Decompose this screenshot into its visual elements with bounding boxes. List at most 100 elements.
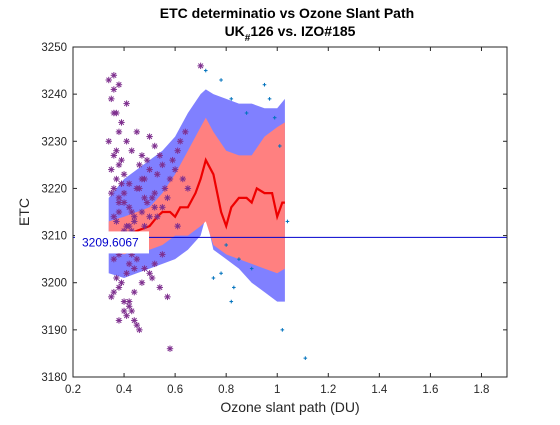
scatter-point-star (113, 175, 120, 183)
x-tick-label: 1 (274, 384, 280, 396)
scatter-point-star (171, 166, 179, 173)
scatter-point-star (123, 138, 130, 145)
scatter-point-star (128, 208, 135, 216)
scatter-point-plus (211, 276, 216, 280)
x-tick-label: 1.2 (320, 384, 336, 396)
scatter-point-star (177, 138, 184, 145)
scatter-point-star (108, 293, 115, 301)
scatter-point-star (105, 76, 112, 84)
scatter-point-star (136, 161, 143, 169)
scatter-point-star (164, 194, 171, 202)
scatter-point-star (151, 204, 158, 211)
y-tick-label: 3210 (41, 231, 67, 243)
scatter-point-star (133, 128, 141, 136)
scatter-point-star (118, 156, 125, 164)
scatter-point-star (110, 72, 118, 79)
tick-layer: 0.2 0.4 0.6 0.8 1 1.2 1.4 1.6 1.8 3180 3190 3200 321… (41, 42, 507, 396)
scatter-point-star (143, 199, 151, 206)
scatter-point-star (133, 321, 141, 329)
scatter-point-star (125, 298, 133, 305)
axes-box (72, 46, 508, 378)
scatter-point-star (182, 128, 189, 136)
scatter-point-star (115, 161, 123, 169)
scatter-point-star (159, 204, 166, 211)
scatter-point-star (125, 180, 133, 187)
y-tick-label: 3250 (41, 42, 67, 54)
scatter-point-star (110, 288, 118, 296)
band-layer (108, 89, 285, 302)
scatter-point-plus (244, 111, 249, 115)
subtitle-suffix: 126 vs. IZO#185 (250, 23, 355, 39)
scatter-point-star (118, 279, 125, 286)
scatter-point-star (138, 279, 146, 286)
scatter-point-plus (203, 68, 208, 73)
scatter-point-plus (237, 257, 241, 261)
x-tick-label: 0.6 (167, 384, 183, 396)
scatter-point-star (148, 194, 156, 202)
scatter-point-star (110, 152, 118, 159)
inner-band (108, 117, 285, 274)
scatter-point-star (110, 185, 118, 192)
x-tick-label: 1.6 (422, 384, 438, 396)
scatter-point-star (136, 185, 143, 192)
scatter-point-star (123, 100, 130, 107)
scatter-point-star (166, 175, 174, 183)
scatter-point-star (131, 288, 138, 296)
scatter-point-star (148, 274, 156, 282)
subtitle-subscript: # (245, 33, 251, 44)
scatter-point-star (110, 213, 118, 220)
scatter-point-plus (224, 243, 228, 247)
scatter-point-plus (232, 285, 236, 290)
chart-title: ETC determinatio vs Ozone Slant Path (160, 5, 414, 21)
scatter-point-star (141, 265, 148, 272)
scatter-point-star (123, 270, 130, 277)
scatter-point-star (128, 307, 135, 315)
scatter-point-star (131, 218, 138, 225)
scatter-point-star (115, 199, 123, 206)
scatter-point-star (138, 208, 146, 216)
scatter-point-star (151, 142, 158, 150)
scatter-point-star (146, 133, 153, 140)
scatter-point-star (146, 270, 153, 277)
scatter-point-plus (229, 299, 234, 304)
scatter-point-star (120, 171, 128, 178)
scatter-point-star (108, 166, 115, 173)
scatter-point-star (179, 175, 186, 183)
scatter-point-star (115, 284, 123, 291)
scatter-point-star (131, 265, 138, 272)
scatter-point-plus (219, 271, 223, 276)
scatter-point-star (174, 147, 181, 154)
scatter-point-star (151, 260, 158, 268)
y-tick-label: 3180 (41, 372, 67, 384)
scatter-point-plus (262, 82, 267, 87)
scatter-point-plus (219, 78, 223, 82)
scatter-point-plus (280, 328, 285, 332)
scatter-point-star (164, 293, 171, 301)
scatter-point-star (125, 260, 133, 268)
y-tick-label: 3230 (41, 136, 67, 148)
scatter-point-star (138, 152, 146, 159)
x-tick-label: 1.4 (371, 384, 388, 396)
scatter-point-star (115, 81, 123, 88)
scatter-point-star (146, 213, 153, 220)
scatter-point-star (115, 317, 123, 324)
scatter-point-star (110, 86, 118, 93)
scatter-point-star (113, 274, 120, 282)
scatter-point-star (108, 189, 115, 197)
scatter-point-star (105, 138, 112, 145)
scatter-point-star (161, 185, 169, 192)
scatter-point-star (125, 204, 133, 211)
chart-subtitle: UK#126 vs. IZO#185 (225, 23, 356, 44)
scatter-point-star (136, 326, 143, 334)
scatter-point-star (131, 317, 138, 324)
scatter-point-star (159, 161, 166, 169)
scatter-point-star (197, 62, 204, 70)
scatter-point-star (169, 156, 176, 164)
scatter-point-star (166, 345, 174, 352)
scatter-point-star (115, 208, 123, 216)
reference-label-text: 3209.6067 (82, 235, 139, 249)
scatter-point-star (113, 218, 120, 225)
scatter-point-star (154, 213, 161, 220)
y-tick-label: 3190 (41, 325, 67, 337)
